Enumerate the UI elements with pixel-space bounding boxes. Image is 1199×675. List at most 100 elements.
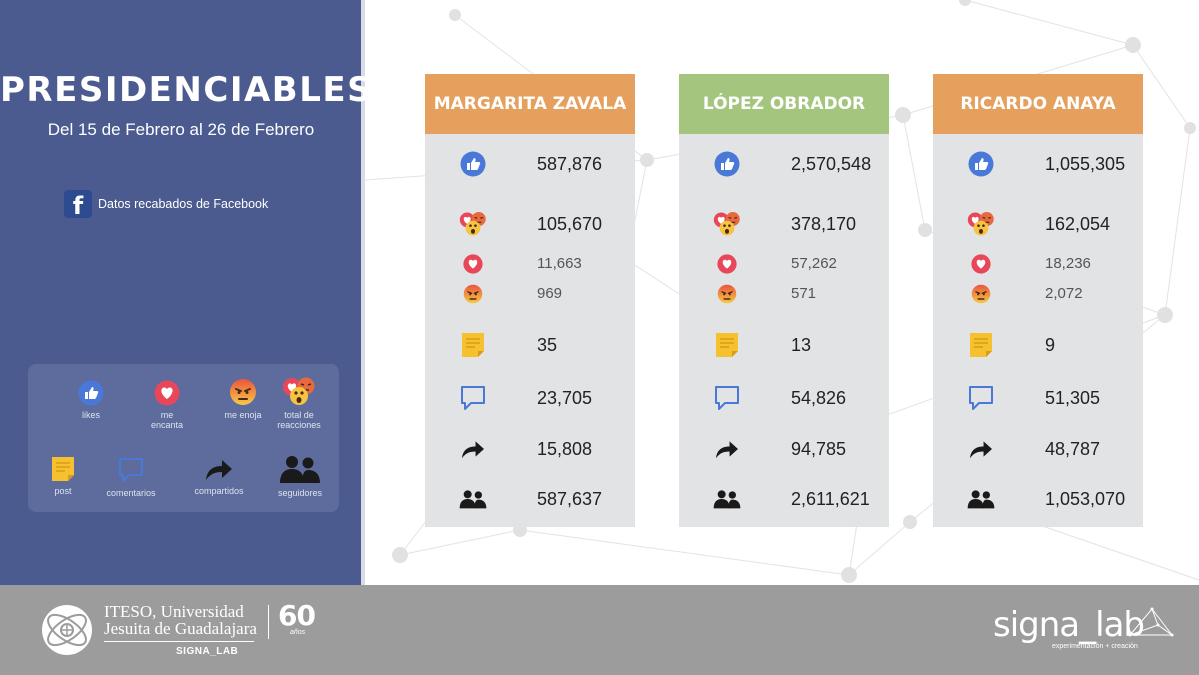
angry-face-icon xyxy=(230,379,256,405)
post-note-icon xyxy=(967,330,995,360)
anniversary-years: años xyxy=(290,629,306,636)
stat-value: 2,570,548 xyxy=(791,154,872,174)
signa-lab-logo: signa_lab xyxy=(993,605,1145,645)
stat-value: 1,053,070 xyxy=(1045,489,1126,509)
candidate-name: LÓPEZ OBRADOR xyxy=(679,74,889,134)
reactions-cluster-icon xyxy=(713,209,741,239)
stat-value: 2,072 xyxy=(1045,285,1083,302)
post-note-icon xyxy=(459,330,487,360)
comment-bubble-icon xyxy=(967,383,995,413)
candidate-name: RICARDO ANAYA xyxy=(933,74,1143,134)
stat-row-total-reactions: 378,170 xyxy=(679,209,889,239)
stat-row-followers: 1,053,070 xyxy=(933,484,1143,514)
stat-value: 162,054 xyxy=(1045,214,1111,234)
legend-angry: me enoja xyxy=(203,378,283,420)
stat-row-love: 57,262 xyxy=(679,249,889,279)
share-arrow-icon xyxy=(713,434,741,464)
stat-value: 105,670 xyxy=(537,214,603,234)
legend-likes: likes xyxy=(51,380,131,420)
legend-love: me encanta xyxy=(127,380,207,430)
legend-label: me enoja xyxy=(224,410,262,420)
followers-icon xyxy=(459,484,487,514)
footer: ITESO, Universidad Jesuita de Guadalajar… xyxy=(0,585,1199,675)
reactions-cluster-icon xyxy=(967,209,995,239)
stat-row-love: 11,663 xyxy=(425,249,635,279)
stat-row-followers: 587,637 xyxy=(425,484,635,514)
stat-row-angry: 571 xyxy=(679,279,889,309)
heart-icon xyxy=(713,249,741,279)
comment-bubble-icon xyxy=(459,383,487,413)
comment-bubble-icon xyxy=(119,458,143,482)
candidate-card: MARGARITA ZAVALA 587,876 105,670 11,663 969 3… xyxy=(425,74,635,527)
stat-value: 23,705 xyxy=(537,388,593,408)
icon-legend: likes me encanta me enoja total de reacc… xyxy=(28,364,339,512)
page-title: PRESIDENCIABLES xyxy=(0,70,374,110)
stat-row-total-reactions: 162,054 xyxy=(933,209,1143,239)
legend-label: comentarios xyxy=(106,488,156,498)
stat-value: 969 xyxy=(537,285,563,302)
stat-row-shares: 15,808 xyxy=(425,434,635,464)
stat-value: 378,170 xyxy=(791,214,857,234)
like-icon xyxy=(78,380,104,406)
share-arrow-icon xyxy=(459,434,487,464)
stat-row-posts: 35 xyxy=(425,330,635,360)
stat-row-total-reactions: 105,670 xyxy=(425,209,635,239)
stat-value: 57,262 xyxy=(791,255,837,272)
iteso-line2: Jesuita de Guadalajara xyxy=(104,619,257,638)
date-range: Del 15 de Febrero al 26 de Febrero xyxy=(47,120,315,139)
stat-row-followers: 2,611,621 xyxy=(679,484,889,514)
stat-row-shares: 48,787 xyxy=(933,434,1143,464)
heart-icon xyxy=(459,249,487,279)
stat-value: 13 xyxy=(791,335,812,355)
candidate-card: LÓPEZ OBRADOR 2,570,548 378,170 57,262 571 13… xyxy=(679,74,889,527)
heart-icon xyxy=(154,380,180,406)
stat-value: 48,787 xyxy=(1045,439,1101,459)
legend-shares: compartidos xyxy=(179,456,259,496)
legend-comments: comentarios xyxy=(91,456,171,498)
angry-face-icon xyxy=(713,279,741,309)
like-icon xyxy=(967,149,995,179)
reactions-cluster-icon xyxy=(283,377,315,405)
stat-value: 9 xyxy=(1045,335,1056,355)
iteso-logo-icon xyxy=(42,605,92,655)
iteso-underline xyxy=(104,641,254,642)
stat-row-love: 18,236 xyxy=(933,249,1143,279)
legend-label: total de reacciones xyxy=(277,410,321,430)
share-arrow-icon xyxy=(967,434,995,464)
stat-value: 94,785 xyxy=(791,439,847,459)
legend-label: post xyxy=(54,486,72,496)
post-note-icon xyxy=(713,330,741,360)
sidebar: PRESIDENCIABLES Del 15 de Febrero al 26 … xyxy=(0,0,374,585)
reactions-cluster-icon xyxy=(459,209,487,239)
candidate-card: RICARDO ANAYA 1,055,305 162,054 18,236 2,072… xyxy=(933,74,1143,527)
stat-value: 587,876 xyxy=(537,154,603,174)
iteso-name: ITESO, Universidad Jesuita de Guadalajar… xyxy=(104,603,257,637)
stat-value: 35 xyxy=(537,335,558,355)
stat-value: 2,611,621 xyxy=(791,489,870,509)
stat-row-likes: 1,055,305 xyxy=(933,149,1143,179)
stat-row-angry: 2,072 xyxy=(933,279,1143,309)
legend-label: likes xyxy=(81,410,100,420)
stat-row-comments: 51,305 xyxy=(933,383,1143,413)
stat-value: 15,808 xyxy=(537,439,593,459)
post-note-icon xyxy=(52,457,74,481)
like-icon xyxy=(459,149,487,179)
legend-label: seguidores xyxy=(277,488,323,498)
comment-bubble-icon xyxy=(713,383,741,413)
data-source: f Datos recabados de Facebook xyxy=(64,190,268,218)
legend-label: compartidos xyxy=(194,486,244,496)
data-source-label: Datos recabados de Facebook xyxy=(98,197,269,211)
angry-face-icon xyxy=(967,279,995,309)
facebook-icon: f xyxy=(64,190,92,218)
stat-value: 11,663 xyxy=(537,255,582,272)
legend-followers: seguidores xyxy=(260,454,340,498)
stat-row-likes: 2,570,548 xyxy=(679,149,889,179)
candidate-name: MARGARITA ZAVALA xyxy=(425,74,635,134)
iteso-line1: ITESO, Universidad xyxy=(104,602,244,621)
stat-row-posts: 9 xyxy=(933,330,1143,360)
stat-value: 51,305 xyxy=(1045,388,1101,408)
iteso-sublabel: SIGNA_LAB xyxy=(176,646,239,657)
stat-row-likes: 587,876 xyxy=(425,149,635,179)
heart-icon xyxy=(967,249,995,279)
stat-value: 587,637 xyxy=(537,489,603,509)
